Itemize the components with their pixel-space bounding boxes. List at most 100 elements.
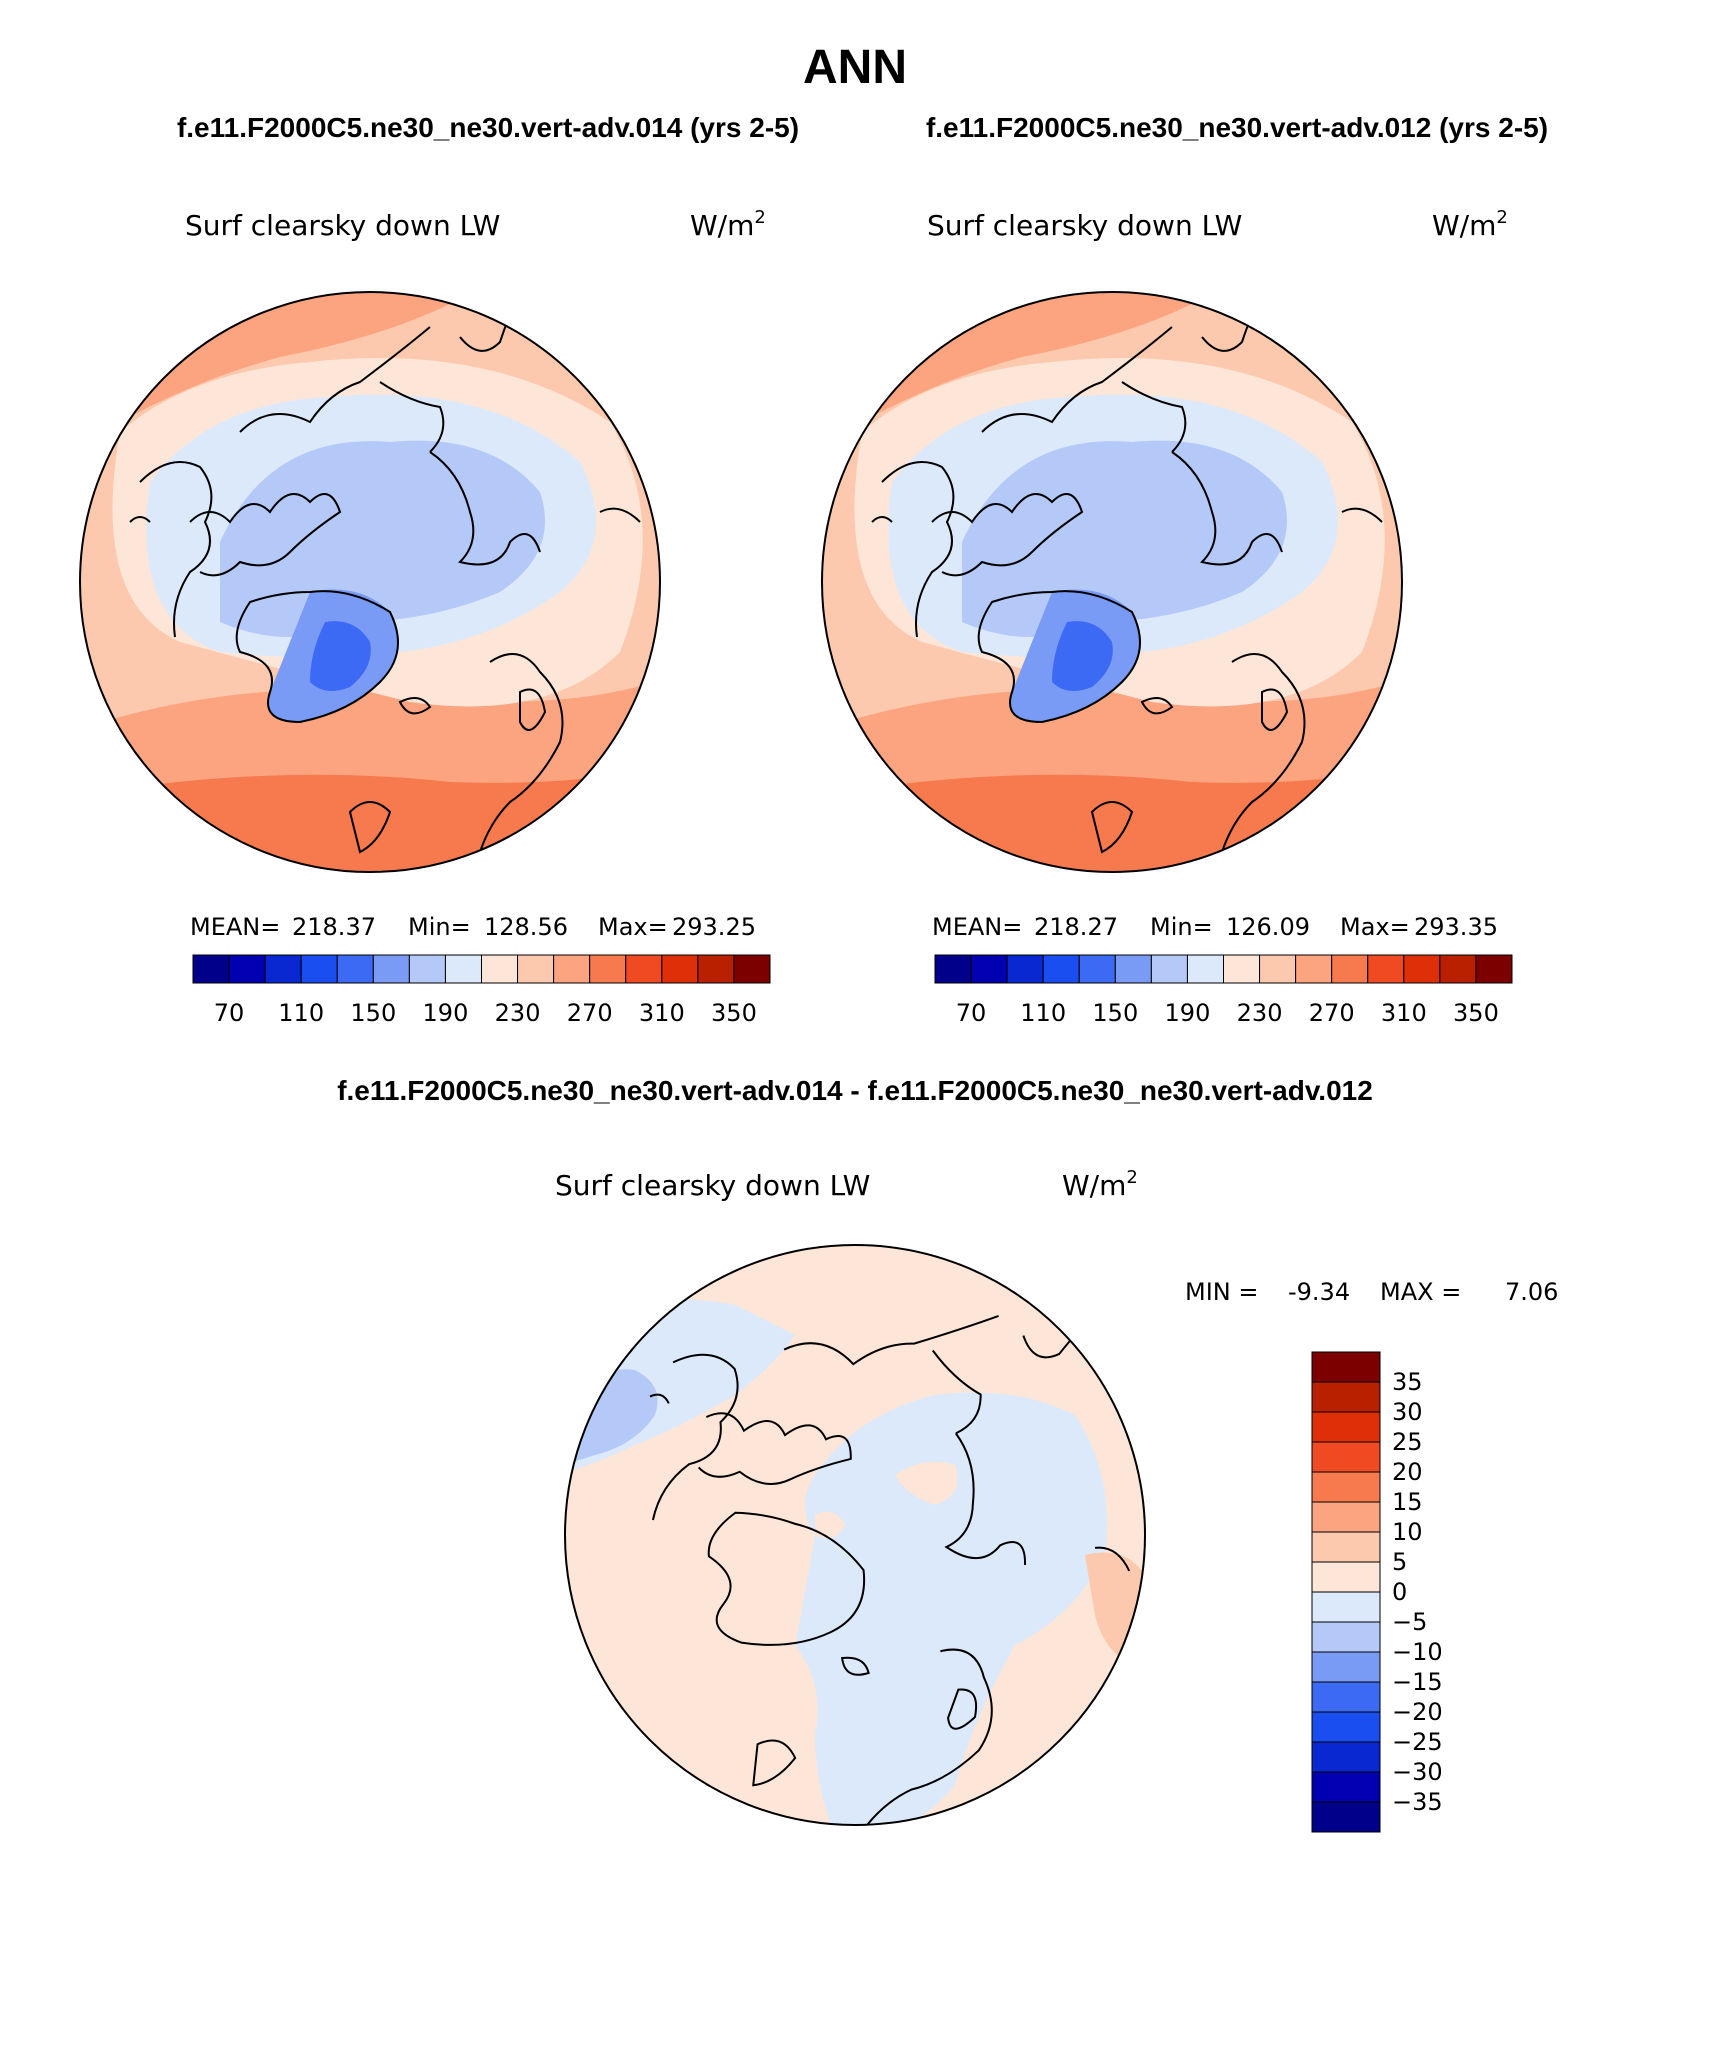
colorbar-tick-label: −35 bbox=[1392, 1788, 1443, 1816]
colorbar-tick-label: 15 bbox=[1392, 1488, 1423, 1516]
colorbar-tick-label: 25 bbox=[1392, 1428, 1423, 1456]
right-colorbar bbox=[934, 954, 1513, 984]
colorbar-tick-label: −20 bbox=[1392, 1698, 1443, 1726]
diff-units-label: W/m2 bbox=[1062, 1167, 1138, 1202]
right-map-border bbox=[821, 291, 1403, 873]
right-stats: MEAN= 218.27 Min= 126.09 Max= 293.35 bbox=[932, 913, 1498, 941]
svg-text:293.35: 293.35 bbox=[1414, 913, 1498, 941]
svg-text:218.37: 218.37 bbox=[292, 913, 376, 941]
svg-text:Max=: Max= bbox=[1340, 913, 1410, 941]
colorbar-swatch bbox=[733, 954, 771, 984]
diff-map-border bbox=[564, 1244, 1146, 1826]
colorbar-swatch bbox=[970, 954, 1008, 984]
colorbar-swatch bbox=[589, 954, 627, 984]
colorbar-swatch bbox=[1223, 954, 1261, 984]
colorbar-swatch bbox=[1042, 954, 1080, 984]
colorbar-swatch bbox=[1311, 1801, 1381, 1833]
colorbar-tick-label: 310 bbox=[1381, 999, 1427, 1027]
colorbar-swatch bbox=[934, 954, 972, 984]
left-colorbar bbox=[192, 954, 771, 984]
colorbar-swatch bbox=[372, 954, 410, 984]
colorbar-swatch bbox=[444, 954, 482, 984]
colorbar-tick-label: 5 bbox=[1392, 1548, 1407, 1576]
colorbar-swatch bbox=[1311, 1651, 1381, 1683]
colorbar-swatch bbox=[300, 954, 338, 984]
colorbar-swatch bbox=[1475, 954, 1513, 984]
svg-text:126.09: 126.09 bbox=[1226, 913, 1310, 941]
colorbar-tick-label: 350 bbox=[1453, 999, 1499, 1027]
colorbar-swatch bbox=[1311, 1681, 1381, 1713]
colorbar-swatch bbox=[1311, 1501, 1381, 1533]
svg-text:MEAN=: MEAN= bbox=[190, 913, 280, 941]
colorbar-swatch bbox=[481, 954, 519, 984]
colorbar-swatch bbox=[1114, 954, 1152, 984]
colorbar-tick-label: −15 bbox=[1392, 1668, 1443, 1696]
colorbar-swatch bbox=[1311, 1351, 1381, 1383]
svg-text:218.27: 218.27 bbox=[1034, 913, 1118, 941]
diff-colorbar bbox=[1311, 1351, 1381, 1833]
colorbar-swatch bbox=[1311, 1591, 1381, 1623]
colorbar-swatch bbox=[1311, 1531, 1381, 1563]
colorbar-swatch bbox=[1439, 954, 1477, 984]
left-units-label: W/m2 bbox=[690, 207, 766, 242]
left-colorbar-ticks: 70 110 150 190 230 270 310 350 bbox=[214, 999, 757, 1027]
colorbar-tick-label: 35 bbox=[1392, 1368, 1423, 1396]
svg-text:Min=: Min= bbox=[408, 913, 471, 941]
colorbar-swatch bbox=[1186, 954, 1224, 984]
colorbar-swatch bbox=[1311, 1471, 1381, 1503]
colorbar-tick-label: 150 bbox=[1092, 999, 1138, 1027]
colorbar-tick-label: 110 bbox=[278, 999, 324, 1027]
colorbar-tick-label: 70 bbox=[956, 999, 987, 1027]
svg-text:7.06: 7.06 bbox=[1505, 1278, 1558, 1306]
right-variable-label: Surf clearsky down LW bbox=[927, 209, 1242, 242]
colorbar-swatch bbox=[625, 954, 663, 984]
colorbar-tick-label: 110 bbox=[1020, 999, 1066, 1027]
colorbar-tick-label: 30 bbox=[1392, 1398, 1423, 1426]
colorbar-swatch bbox=[697, 954, 735, 984]
svg-text:Min=: Min= bbox=[1150, 913, 1213, 941]
colorbar-swatch bbox=[1311, 1381, 1381, 1413]
colorbar-swatch bbox=[408, 954, 446, 984]
right-panel-title: f.e11.F2000C5.ne30_ne30.vert-adv.012 (yr… bbox=[926, 112, 1548, 143]
colorbar-swatch bbox=[1311, 1741, 1381, 1773]
diff-polar-map bbox=[565, 1245, 1145, 1825]
svg-text:-9.34: -9.34 bbox=[1288, 1278, 1350, 1306]
diff-variable-label: Surf clearsky down LW bbox=[555, 1169, 870, 1202]
colorbar-tick-label: 20 bbox=[1392, 1458, 1423, 1486]
colorbar-tick-label: −30 bbox=[1392, 1758, 1443, 1786]
colorbar-swatch bbox=[553, 954, 591, 984]
colorbar-swatch bbox=[1311, 1771, 1381, 1803]
colorbar-tick-label: −5 bbox=[1392, 1608, 1427, 1636]
colorbar-swatch bbox=[661, 954, 699, 984]
colorbar-tick-label: 230 bbox=[495, 999, 541, 1027]
left-stats: MEAN= 218.37 Min= 128.56 Max= 293.25 bbox=[190, 913, 756, 941]
right-colorbar-ticks: 70 110 150 190 230 270 310 350 bbox=[956, 999, 1499, 1027]
svg-text:MIN =: MIN = bbox=[1185, 1278, 1258, 1306]
diff-panel-title: f.e11.F2000C5.ne30_ne30.vert-adv.014 - f… bbox=[337, 1075, 1373, 1106]
colorbar-swatch bbox=[1311, 1441, 1381, 1473]
colorbar-swatch bbox=[1311, 1711, 1381, 1743]
colorbar-tick-label: 270 bbox=[1309, 999, 1355, 1027]
colorbar-swatch bbox=[1311, 1621, 1381, 1653]
colorbar-tick-label: 0 bbox=[1392, 1578, 1407, 1606]
colorbar-swatch bbox=[1331, 954, 1369, 984]
colorbar-tick-label: −25 bbox=[1392, 1728, 1443, 1756]
colorbar-tick-label: 190 bbox=[423, 999, 469, 1027]
colorbar-tick-label: 70 bbox=[214, 999, 245, 1027]
colorbar-tick-label: 150 bbox=[350, 999, 396, 1027]
colorbar-tick-label: 270 bbox=[567, 999, 613, 1027]
left-variable-label: Surf clearsky down LW bbox=[185, 209, 500, 242]
colorbar-swatch bbox=[1367, 954, 1405, 984]
colorbar-swatch bbox=[1006, 954, 1044, 984]
colorbar-swatch bbox=[517, 954, 555, 984]
colorbar-swatch bbox=[1403, 954, 1441, 984]
left-map-border bbox=[79, 291, 661, 873]
colorbar-tick-label: 230 bbox=[1237, 999, 1283, 1027]
left-polar-map bbox=[80, 292, 660, 872]
colorbar-tick-label: −10 bbox=[1392, 1638, 1443, 1666]
right-polar-map bbox=[822, 292, 1402, 872]
svg-text:Max=: Max= bbox=[598, 913, 668, 941]
colorbar-swatch bbox=[228, 954, 266, 984]
